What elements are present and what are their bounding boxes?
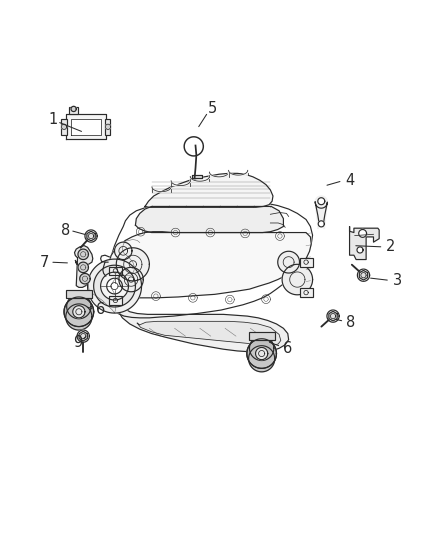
Polygon shape <box>71 107 76 111</box>
Text: 8: 8 <box>61 223 71 238</box>
Polygon shape <box>318 198 325 205</box>
Polygon shape <box>135 206 283 232</box>
Text: 4: 4 <box>345 173 354 188</box>
Polygon shape <box>74 246 93 287</box>
Polygon shape <box>101 272 128 300</box>
Text: 9: 9 <box>73 335 82 350</box>
Polygon shape <box>94 265 135 307</box>
Polygon shape <box>107 278 122 294</box>
FancyBboxPatch shape <box>109 296 122 305</box>
Polygon shape <box>71 118 101 135</box>
Text: 7: 7 <box>39 255 49 270</box>
Polygon shape <box>66 304 92 330</box>
Polygon shape <box>117 297 289 352</box>
Text: 5: 5 <box>208 101 217 116</box>
Text: 2: 2 <box>386 239 396 254</box>
Polygon shape <box>67 294 91 319</box>
Polygon shape <box>85 230 97 242</box>
Polygon shape <box>191 175 201 177</box>
Polygon shape <box>247 339 276 368</box>
Polygon shape <box>255 348 268 360</box>
Polygon shape <box>171 181 190 185</box>
FancyBboxPatch shape <box>300 288 313 297</box>
Text: 1: 1 <box>48 112 57 127</box>
Polygon shape <box>327 310 339 322</box>
Polygon shape <box>282 264 313 295</box>
FancyBboxPatch shape <box>109 266 122 275</box>
Polygon shape <box>209 172 229 177</box>
Polygon shape <box>357 269 370 281</box>
Polygon shape <box>190 176 209 181</box>
Polygon shape <box>78 262 88 272</box>
Polygon shape <box>315 196 327 229</box>
Text: 8: 8 <box>346 314 355 330</box>
Polygon shape <box>88 259 141 313</box>
Polygon shape <box>318 221 324 227</box>
Polygon shape <box>106 200 313 318</box>
Polygon shape <box>229 171 248 175</box>
Polygon shape <box>359 270 367 280</box>
Polygon shape <box>137 321 281 346</box>
Polygon shape <box>145 173 273 207</box>
Polygon shape <box>278 251 300 273</box>
Polygon shape <box>61 124 67 130</box>
Polygon shape <box>78 249 88 260</box>
FancyBboxPatch shape <box>61 119 67 135</box>
Polygon shape <box>117 248 149 281</box>
FancyBboxPatch shape <box>105 119 110 135</box>
Polygon shape <box>152 187 171 192</box>
Polygon shape <box>119 268 143 292</box>
Polygon shape <box>77 330 89 342</box>
Polygon shape <box>110 232 311 298</box>
Polygon shape <box>357 247 363 253</box>
Polygon shape <box>66 114 106 140</box>
Polygon shape <box>73 305 85 318</box>
FancyBboxPatch shape <box>66 290 92 298</box>
Polygon shape <box>115 242 132 260</box>
Polygon shape <box>87 231 95 241</box>
Text: 6: 6 <box>96 302 105 317</box>
Polygon shape <box>79 332 87 341</box>
Text: 3: 3 <box>393 273 402 288</box>
Polygon shape <box>250 336 274 360</box>
FancyBboxPatch shape <box>69 107 78 114</box>
Polygon shape <box>106 124 111 130</box>
FancyBboxPatch shape <box>249 332 275 340</box>
FancyBboxPatch shape <box>300 258 313 266</box>
Polygon shape <box>329 311 337 321</box>
Polygon shape <box>359 230 367 237</box>
Polygon shape <box>64 297 94 327</box>
Polygon shape <box>80 273 90 284</box>
Polygon shape <box>249 346 275 372</box>
Polygon shape <box>350 227 379 260</box>
Text: 6: 6 <box>283 341 293 356</box>
